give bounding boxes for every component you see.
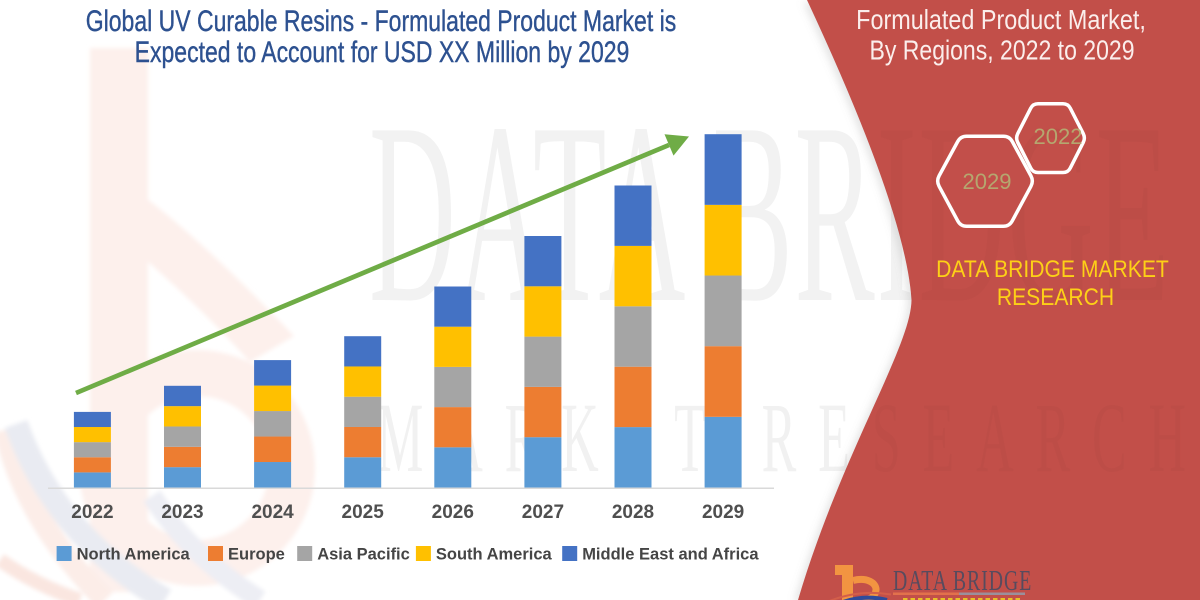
svg-text:2026: 2026	[432, 502, 474, 523]
svg-text:2029: 2029	[963, 169, 1012, 194]
svg-text:Asia Pacific: Asia Pacific	[317, 546, 410, 564]
svg-text:Formulated Product Market,: Formulated Product Market,	[856, 5, 1146, 35]
svg-text:2028: 2028	[612, 502, 654, 523]
svg-text:2023: 2023	[161, 502, 203, 523]
svg-text:Middle East and Africa: Middle East and Africa	[582, 546, 759, 564]
svg-text:RESEARCH: RESEARCH	[997, 284, 1114, 311]
svg-text:Expected to Account for USD XX: Expected to Account for USD XX Million b…	[135, 35, 630, 68]
svg-text:North America: North America	[77, 546, 191, 564]
svg-text:South America: South America	[436, 546, 553, 564]
svg-text:2022: 2022	[71, 502, 113, 523]
svg-text:By Regions, 2022 to 2029: By Regions, 2022 to 2029	[869, 35, 1134, 66]
svg-text:2022: 2022	[1034, 124, 1083, 149]
svg-text:DATA BRIDGE MARKET: DATA BRIDGE MARKET	[936, 256, 1169, 283]
svg-text:2024: 2024	[251, 502, 294, 523]
svg-text:2025: 2025	[342, 502, 385, 523]
svg-text:Europe: Europe	[228, 546, 285, 564]
svg-text:DATA BRIDGE: DATA BRIDGE	[893, 565, 1032, 597]
svg-text:2029: 2029	[702, 502, 744, 523]
svg-text:2027: 2027	[522, 502, 564, 523]
svg-text:Global UV Curable Resins - For: Global UV Curable Resins - Formulated Pr…	[86, 4, 676, 37]
